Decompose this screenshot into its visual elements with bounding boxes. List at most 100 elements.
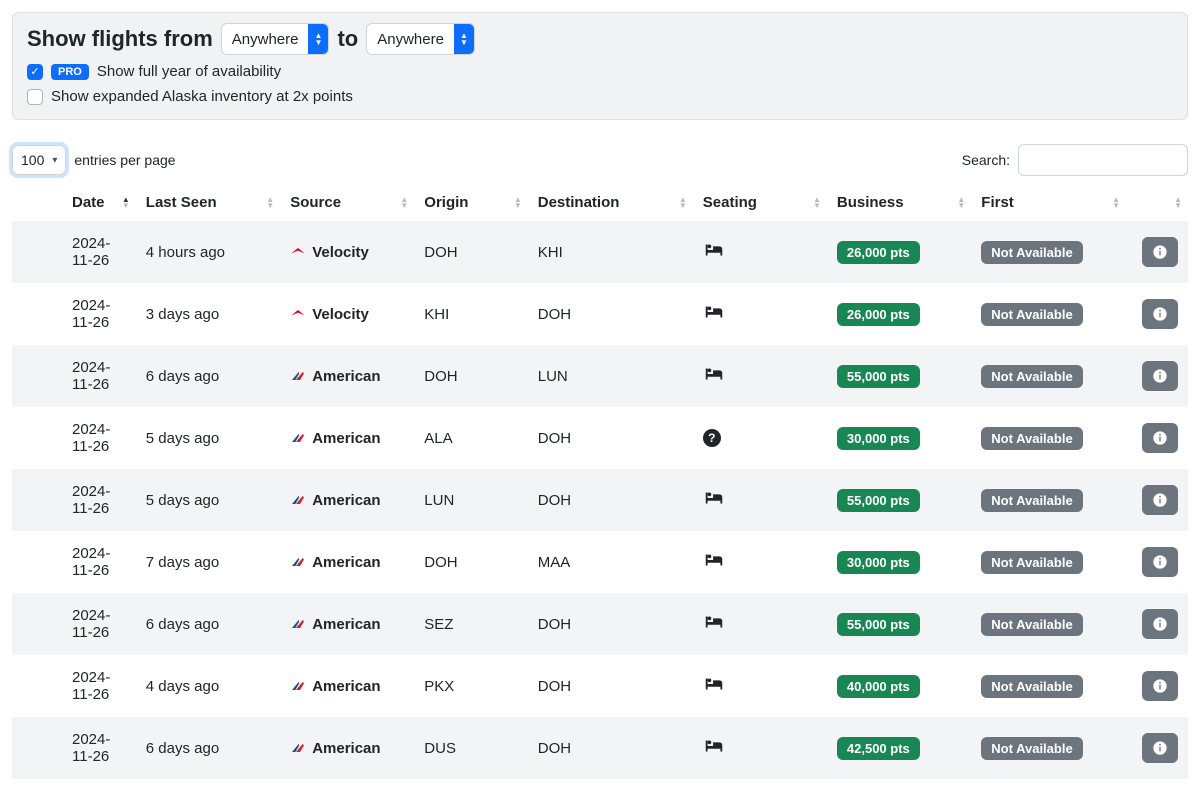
question-icon: ? (703, 429, 721, 447)
info-button[interactable] (1142, 485, 1178, 515)
col-header-destination[interactable]: Destination ▲▼ (528, 184, 693, 221)
source-name: American (312, 678, 380, 695)
cell-source: American (280, 407, 414, 469)
business-points-badge: 55,000 pts (837, 365, 920, 388)
cell-business: 26,000 pts (827, 283, 971, 345)
cell-date: 2024-11-26 (12, 221, 136, 283)
alaska-label: Show expanded Alaska inventory at 2x poi… (51, 88, 353, 105)
cell-info (1126, 531, 1188, 593)
bed-icon (703, 372, 725, 389)
sort-icon: ▲▼ (266, 197, 274, 209)
bed-icon (703, 248, 725, 265)
cell-seating (693, 469, 827, 531)
to-select-value: Anywhere (367, 24, 454, 54)
first-not-available-badge: Not Available (981, 489, 1082, 512)
full-year-label: Show full year of availability (97, 63, 281, 80)
cell-source: American (280, 469, 414, 531)
cell-destination: DOH (528, 655, 693, 717)
col-header-business[interactable]: Business ▲▼ (827, 184, 971, 221)
cell-source: American (280, 531, 414, 593)
info-button[interactable] (1142, 547, 1178, 577)
entries-suffix: entries per page (74, 152, 175, 168)
cell-last-seen: 7 days ago (136, 531, 280, 593)
cell-info (1126, 221, 1188, 283)
bed-icon (703, 496, 725, 513)
info-button[interactable] (1142, 733, 1178, 763)
cell-last-seen: 3 days ago (136, 283, 280, 345)
info-button[interactable] (1142, 671, 1178, 701)
filter-panel: Show flights from Anywhere ▲▼ to Anywher… (12, 12, 1188, 120)
info-button[interactable] (1142, 423, 1178, 453)
cell-last-seen: 4 hours ago (136, 221, 280, 283)
cell-origin: DOH (414, 221, 527, 283)
cell-destination: DOH (528, 469, 693, 531)
entries-per-page-select[interactable]: 100 ▾ (12, 145, 66, 175)
cell-seating (693, 221, 827, 283)
cell-destination: DOH (528, 717, 693, 779)
source-name: American (312, 554, 380, 571)
cell-first: Not Available (971, 531, 1126, 593)
cell-seating (693, 283, 827, 345)
american-logo-icon (290, 616, 306, 632)
bed-icon (703, 310, 725, 327)
to-select[interactable]: Anywhere ▲▼ (366, 23, 475, 55)
table-row: 2024-11-264 days agoAmericanPKXDOH40,000… (12, 655, 1188, 717)
alaska-checkbox[interactable] (27, 89, 43, 105)
search-input[interactable] (1018, 144, 1188, 176)
info-button[interactable] (1142, 609, 1178, 639)
sort-icon: ▲▼ (400, 197, 408, 209)
cell-destination: DOH (528, 593, 693, 655)
cell-info (1126, 655, 1188, 717)
chevron-down-icon: ▾ (52, 155, 57, 166)
table-row: 2024-11-266 days agoAmericanDOHLUN55,000… (12, 345, 1188, 407)
first-not-available-badge: Not Available (981, 737, 1082, 760)
cell-seating (693, 593, 827, 655)
bed-icon (703, 558, 725, 575)
cell-first: Not Available (971, 283, 1126, 345)
cell-source: American (280, 593, 414, 655)
cell-origin: ALA (414, 407, 527, 469)
search-label: Search: (962, 152, 1010, 168)
cell-origin: DOH (414, 531, 527, 593)
col-header-info[interactable]: ▲▼ (1126, 184, 1188, 221)
col-header-date[interactable]: Date ▲▼ (12, 184, 136, 221)
cell-first: Not Available (971, 407, 1126, 469)
table-row: 2024-11-267 days agoAmericanDOHMAA30,000… (12, 531, 1188, 593)
source-name: Velocity (312, 306, 369, 323)
col-header-seating[interactable]: Seating ▲▼ (693, 184, 827, 221)
velocity-logo-icon (290, 244, 306, 260)
table-row: 2024-11-264 hours agoVelocityDOHKHI26,00… (12, 221, 1188, 283)
table-row: 2024-11-266 days agoAmericanDUSDOH42,500… (12, 717, 1188, 779)
info-button[interactable] (1142, 361, 1178, 391)
cell-seating (693, 717, 827, 779)
col-header-first[interactable]: First ▲▼ (971, 184, 1126, 221)
first-not-available-badge: Not Available (981, 551, 1082, 574)
cell-last-seen: 5 days ago (136, 407, 280, 469)
cell-business: 26,000 pts (827, 221, 971, 283)
sort-icon: ▲▼ (514, 197, 522, 209)
info-button[interactable] (1142, 299, 1178, 329)
cell-last-seen: 6 days ago (136, 593, 280, 655)
first-not-available-badge: Not Available (981, 613, 1082, 636)
cell-source: American (280, 345, 414, 407)
col-header-last-seen[interactable]: Last Seen ▲▼ (136, 184, 280, 221)
cell-source: Velocity (280, 221, 414, 283)
cell-source: Velocity (280, 283, 414, 345)
cell-origin: LUN (414, 469, 527, 531)
american-logo-icon (290, 554, 306, 570)
from-select[interactable]: Anywhere ▲▼ (221, 23, 330, 55)
full-year-checkbox[interactable]: ✓ (27, 64, 43, 80)
filter-title-mid: to (337, 26, 358, 52)
col-header-origin[interactable]: Origin ▲▼ (414, 184, 527, 221)
col-header-source[interactable]: Source ▲▼ (280, 184, 414, 221)
business-points-badge: 30,000 pts (837, 551, 920, 574)
velocity-logo-icon (290, 306, 306, 322)
cell-seating: ? (693, 407, 827, 469)
flights-table: Date ▲▼ Last Seen ▲▼ Source ▲▼ Origin ▲▼… (12, 184, 1188, 779)
cell-destination: MAA (528, 531, 693, 593)
cell-origin: PKX (414, 655, 527, 717)
source-name: Velocity (312, 244, 369, 261)
info-button[interactable] (1142, 237, 1178, 267)
bed-icon (703, 682, 725, 699)
cell-destination: DOH (528, 407, 693, 469)
